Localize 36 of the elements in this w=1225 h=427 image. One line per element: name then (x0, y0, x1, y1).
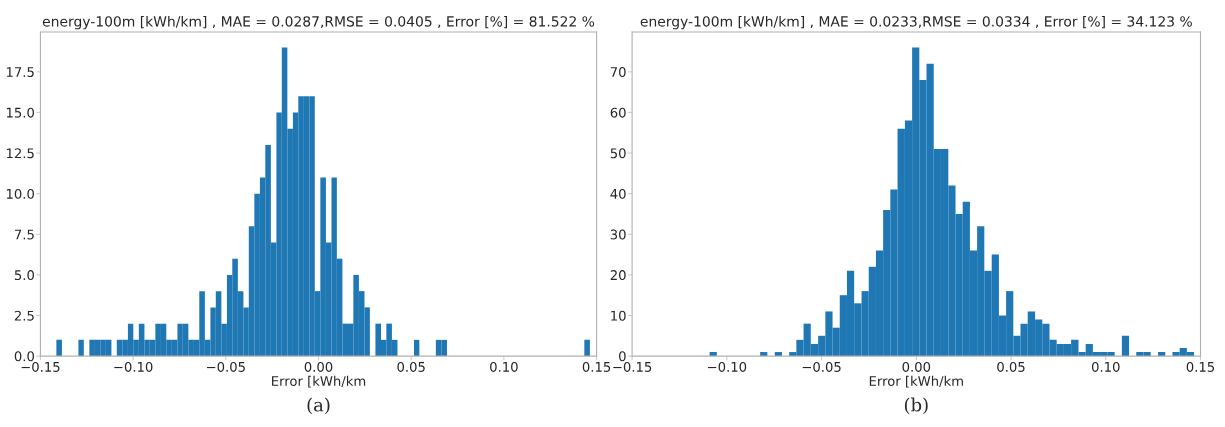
y-tick-label: 15.0 (6, 107, 34, 118)
y-tick-label: 50 (610, 148, 626, 159)
y-tick-label: 5.0 (14, 270, 34, 281)
x-axis-title: Error [kWh/km (272, 375, 366, 388)
x-tick-label: −0.10 (708, 361, 747, 372)
x-tick-label: 0.00 (902, 361, 931, 372)
y-tick-label: 30 (610, 229, 626, 240)
x-axis-title: Error [kWh/km (869, 375, 963, 388)
x-tick-label: −0.15 (21, 361, 60, 372)
x-tick-label: 0.10 (1091, 361, 1120, 372)
x-tick-label: −0.15 (613, 361, 652, 372)
y-tick-label: 0 (619, 351, 626, 362)
y-tick-label: 7.5 (14, 229, 34, 240)
y-tick-label: 0.0 (14, 351, 34, 362)
x-tick-label: 0.00 (304, 361, 333, 372)
y-tick-label: 10 (611, 310, 626, 321)
x-tick-label: 0.15 (1186, 361, 1215, 372)
y-tick-label: 17.5 (6, 67, 34, 78)
x-tick-label: 0.15 (582, 361, 611, 372)
x-tick-label: −0.05 (802, 361, 841, 372)
chart-title: energy-100m [kWh/km] , MAE = 0.0233,RMSE = 0.0334 , Error [%] = 34.123 % (640, 15, 1192, 30)
chart-title: energy-100m [kWh/km] , MAE = 0.0287,RMSE = 0.0405 , Error [%] = 81.522 % (42, 15, 595, 30)
y-tick-label: 20 (610, 270, 626, 281)
x-tick-label: −0.10 (114, 361, 153, 372)
y-tick-label: 2.5 (14, 310, 34, 321)
x-tick-label: 0.05 (397, 361, 425, 372)
y-tick-label: 70 (610, 67, 626, 78)
y-tick-label: 40 (610, 188, 626, 199)
x-tick-label: 0.10 (490, 361, 518, 372)
y-tick-label: 10.0 (6, 188, 34, 199)
y-tick-label: 60 (610, 107, 626, 118)
text: (b) (904, 397, 928, 415)
text: (a) (307, 397, 330, 415)
x-tick-label: 0.05 (997, 361, 1025, 372)
y-tick-label: 12.5 (6, 148, 34, 159)
x-tick-label: −0.05 (206, 361, 245, 372)
